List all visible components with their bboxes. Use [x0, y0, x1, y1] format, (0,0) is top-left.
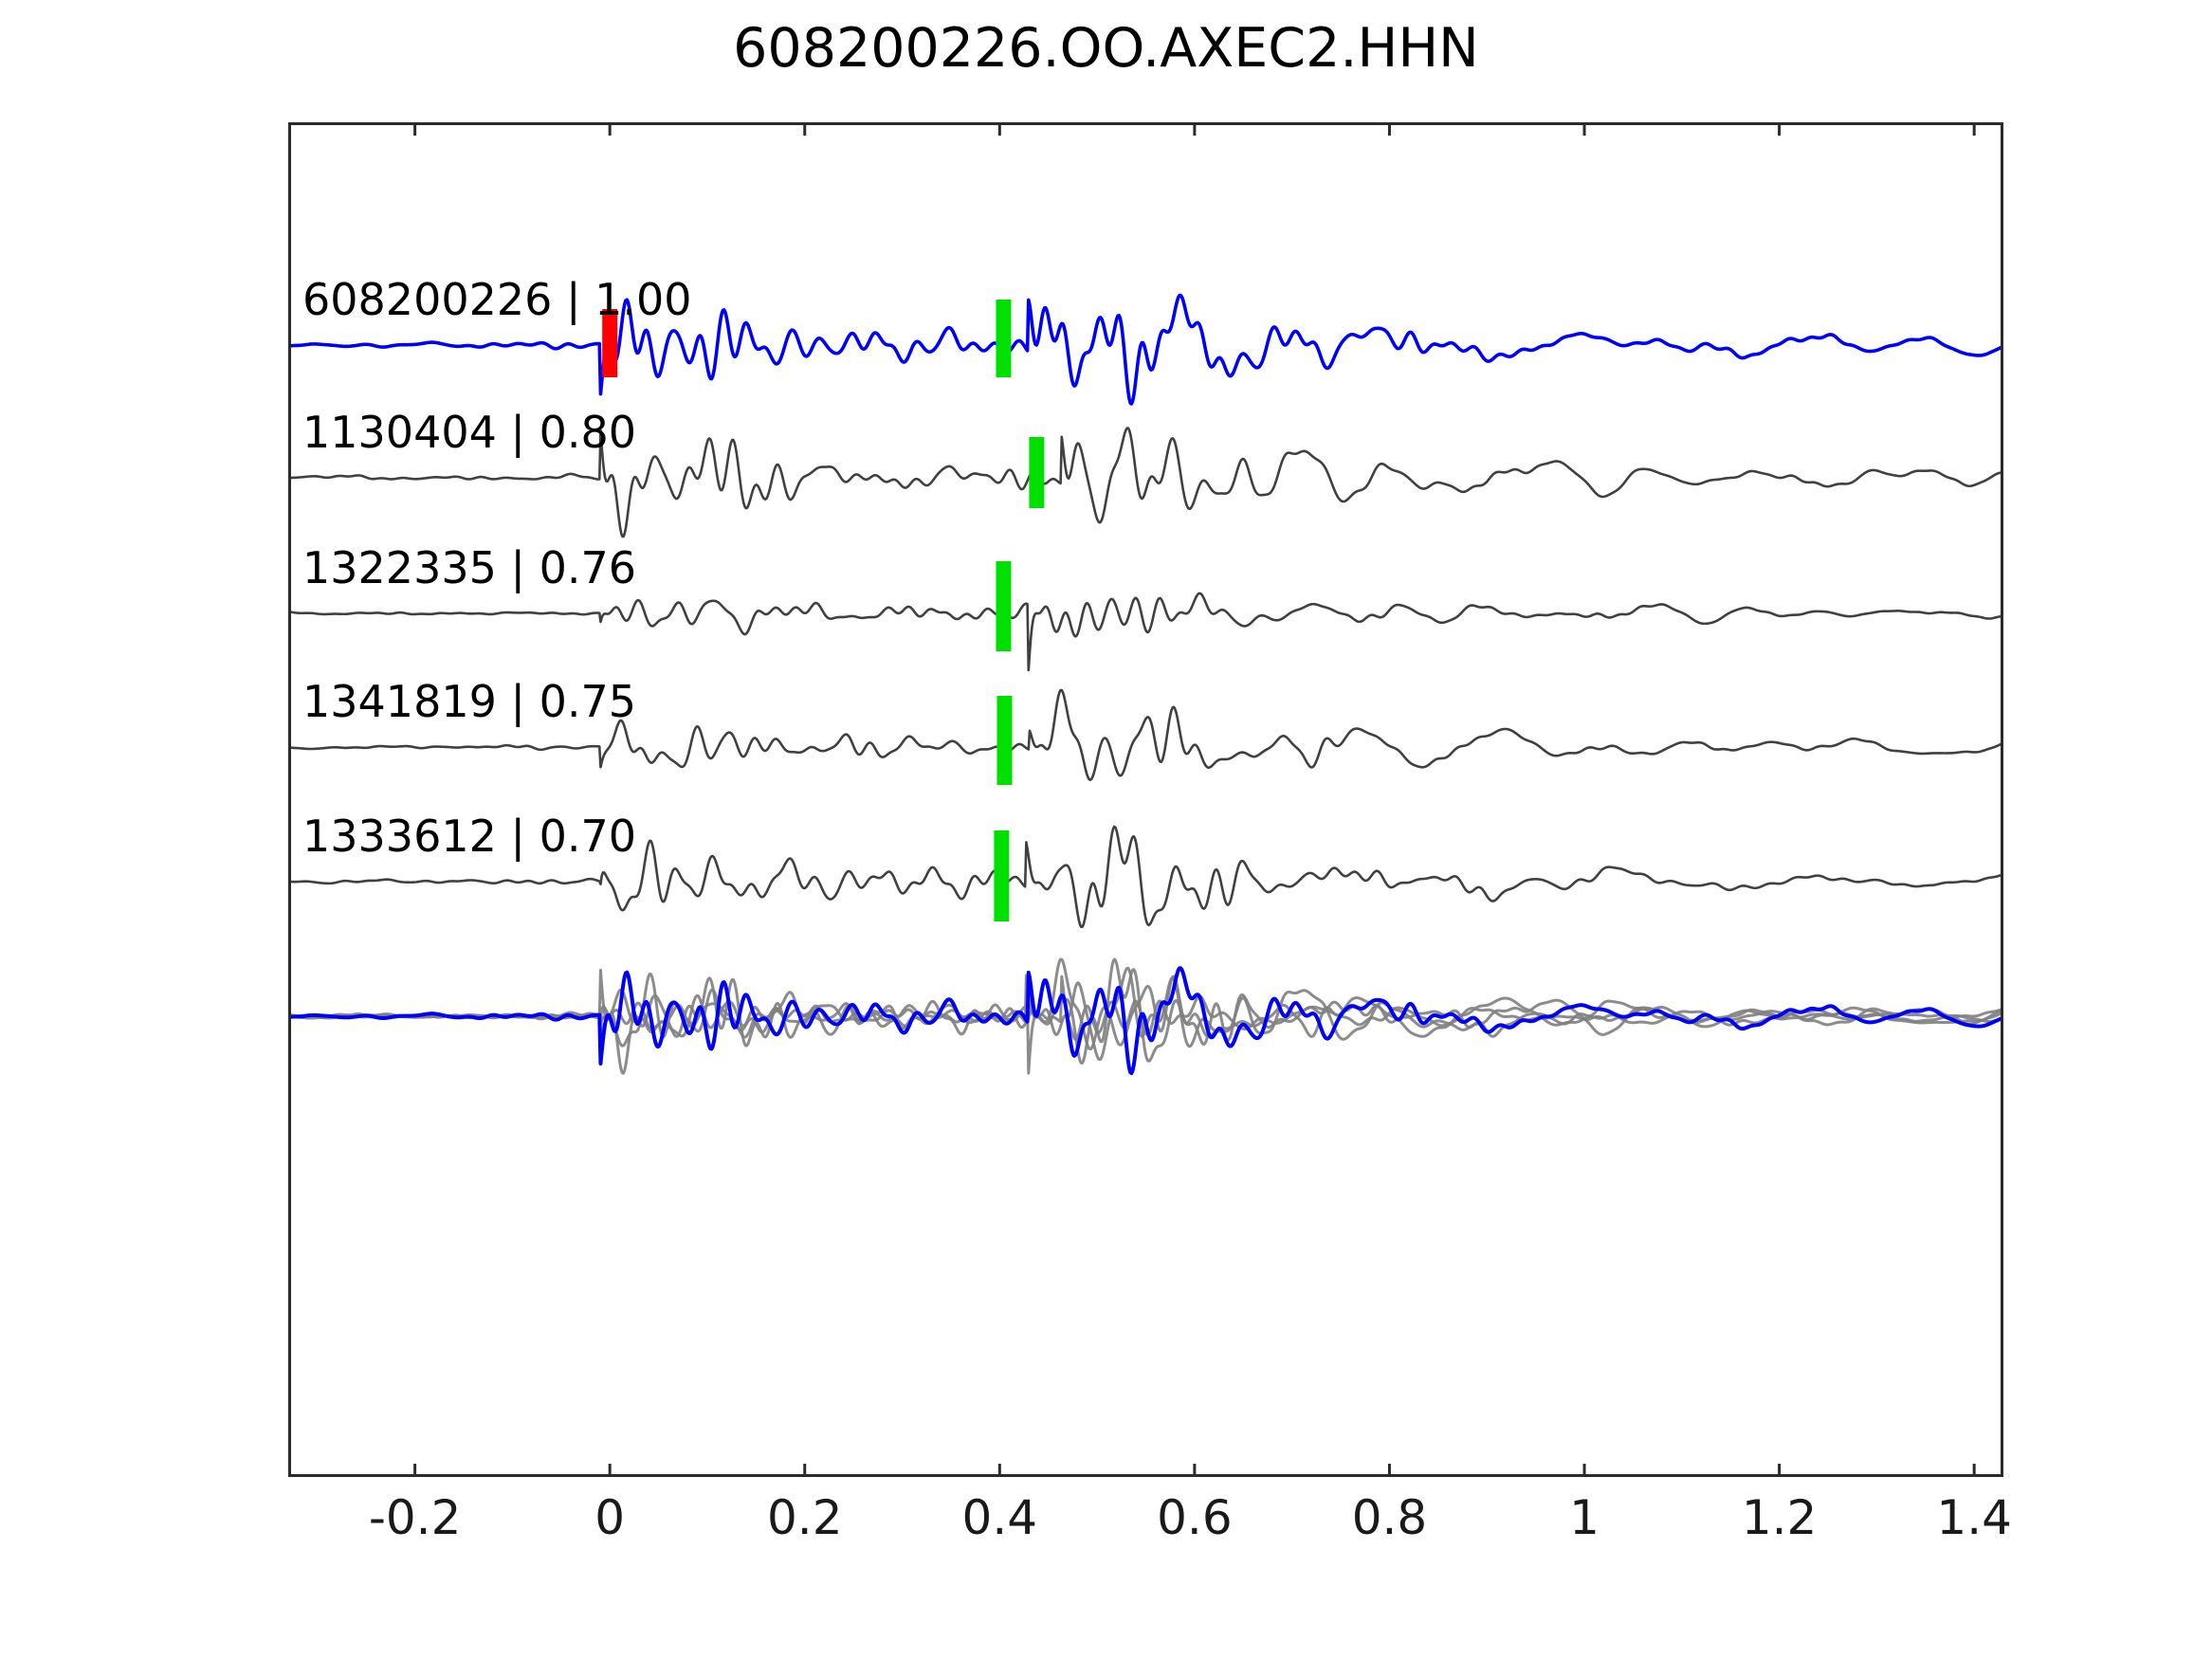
waveform-path [288, 825, 2003, 929]
x-tick-label: 0 [594, 1490, 626, 1545]
waveform-path [288, 293, 2003, 406]
x-axis: -0.2 0 0.2 0.4 0.6 0.8 1 1.2 1.4 [288, 1490, 2012, 1557]
trace-label-608200226: 608200226 | 1.00 [302, 274, 692, 325]
page-title: 608200226.OO.AXEC2.HHN [733, 17, 1479, 80]
trace-label-1333612: 1333612 | 0.70 [302, 811, 637, 862]
x-tick-label: 0.6 [1157, 1490, 1233, 1545]
waveform-path [288, 994, 2003, 1075]
x-tick-label: 0.2 [766, 1490, 843, 1545]
s-pick-marker [994, 830, 1010, 921]
trace-label-1322335: 1322335 | 0.76 [302, 542, 637, 593]
x-tick-label: 1.4 [1936, 1490, 2012, 1545]
s-pick-marker [996, 300, 1012, 377]
x-tick-label: 0.8 [1351, 1490, 1428, 1545]
waveform-path [288, 957, 2003, 1051]
waveform-path [288, 427, 2003, 538]
p-pick-marker [602, 309, 618, 377]
waveform-path [288, 966, 2003, 1075]
s-pick-marker [1029, 437, 1045, 508]
s-pick-marker [996, 696, 1013, 785]
x-tick-label: 0.4 [961, 1490, 1038, 1545]
waveform-path [288, 592, 2003, 672]
trace-label-1130404: 1130404 | 0.80 [302, 407, 637, 458]
x-tick-label: 1.2 [1741, 1490, 1818, 1545]
plot-area: 608200226 | 1.00 1130404 | 0.80 1322335 | … [288, 122, 2003, 1477]
x-tick-label: -0.2 [368, 1490, 462, 1545]
s-pick-marker [996, 561, 1012, 651]
waveform-path [288, 688, 2003, 781]
x-tick-label: 1 [1569, 1490, 1600, 1545]
waveform-canvas [288, 122, 2003, 1477]
trace-label-1341819: 1341819 | 0.75 [302, 676, 637, 727]
